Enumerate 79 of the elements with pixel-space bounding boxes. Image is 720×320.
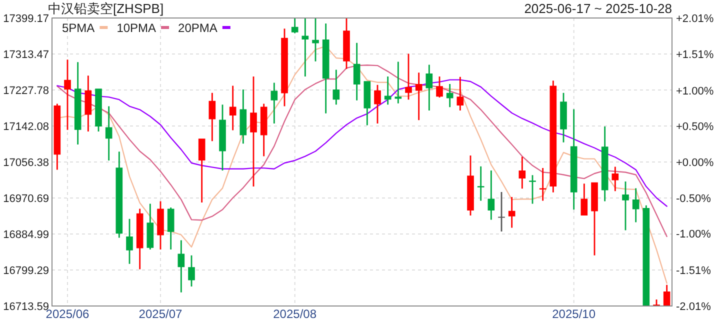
candlestick bbox=[456, 76, 464, 110]
candlestick bbox=[281, 28, 288, 106]
y2-tick-label: +0.00% bbox=[676, 157, 714, 169]
candlestick bbox=[539, 168, 546, 201]
line-series bbox=[56, 79, 668, 207]
y2-tick-label: +0.50% bbox=[676, 121, 714, 134]
candlestick bbox=[136, 208, 144, 270]
candlestick bbox=[394, 62, 402, 104]
candlestick bbox=[384, 76, 392, 105]
candlestick bbox=[518, 156, 526, 189]
y-tick-label: 17313.47 bbox=[3, 49, 49, 61]
y-tick-label: 16799.29 bbox=[3, 265, 49, 277]
candlestick bbox=[415, 72, 422, 120]
candlestick bbox=[229, 86, 236, 130]
y2-tick-label: -1.51% bbox=[676, 265, 712, 278]
y2-tick-label: -2.01% bbox=[676, 301, 712, 313]
candlestick bbox=[374, 84, 381, 124]
candlestick bbox=[208, 92, 216, 142]
candlestick bbox=[188, 255, 195, 287]
candlestick bbox=[219, 104, 226, 171]
candlestick bbox=[343, 18, 350, 69]
candlestick bbox=[74, 62, 82, 145]
candlestick bbox=[322, 24, 330, 114]
candlestick bbox=[126, 218, 133, 264]
legend-label: 10PMA bbox=[116, 21, 156, 35]
candlestick bbox=[105, 106, 112, 160]
y-tick-label: 16884.99 bbox=[3, 229, 49, 241]
candlestick bbox=[260, 104, 268, 156]
y2-tick-label: +1.51% bbox=[676, 48, 714, 61]
legend-label: 20PMA bbox=[178, 21, 218, 35]
candlestick bbox=[270, 82, 278, 124]
y-tick-label: 17399.17 bbox=[3, 13, 49, 25]
candlestick bbox=[436, 76, 443, 98]
candlestick bbox=[612, 166, 619, 192]
y-tick-label: 17056.38 bbox=[3, 157, 49, 169]
candlestick bbox=[642, 205, 650, 306]
candlestick bbox=[291, 18, 298, 34]
candlestick bbox=[198, 138, 206, 202]
candlestick bbox=[364, 81, 371, 126]
candlestick bbox=[426, 64, 433, 110]
candlestick bbox=[550, 80, 557, 192]
y2-tick-label: -1.00% bbox=[676, 228, 712, 241]
legend-label: 5PMA bbox=[62, 21, 95, 35]
y2-tick-label: +1.00% bbox=[676, 85, 714, 98]
candlestick bbox=[467, 155, 474, 216]
candlestick bbox=[632, 188, 640, 222]
candlestick bbox=[157, 201, 164, 250]
chart-subtitle: 2025-06-17 ~ 2025-10-28 bbox=[524, 1, 672, 16]
candlestick bbox=[663, 284, 670, 306]
candlestick bbox=[146, 204, 154, 250]
candlestick bbox=[116, 152, 123, 238]
candlestick bbox=[167, 208, 174, 250]
y2-tick-label: +2.01% bbox=[676, 13, 714, 25]
candlestick bbox=[302, 18, 309, 76]
candlestick bbox=[477, 166, 484, 201]
candlestick bbox=[446, 84, 454, 108]
candlestick bbox=[332, 70, 340, 105]
y-tick-label: 16713.59 bbox=[3, 301, 49, 313]
candlestick bbox=[84, 76, 92, 132]
candlestick bbox=[95, 88, 102, 132]
x-tick-label: 2025/08 bbox=[273, 307, 317, 320]
candlestick bbox=[560, 92, 567, 142]
chart-title: 中汉铅卖空[ZHSPB] bbox=[48, 1, 164, 16]
candlestick bbox=[591, 182, 598, 256]
candlestick bbox=[240, 89, 247, 144]
candlestick bbox=[580, 184, 588, 216]
candlestick bbox=[508, 197, 516, 228]
y-tick-label: 16970.69 bbox=[3, 192, 49, 205]
candlestick bbox=[601, 126, 608, 202]
y2-tick-label: -0.50% bbox=[676, 192, 712, 205]
line-series bbox=[56, 64, 668, 238]
y-tick-label: 17142.08 bbox=[3, 121, 49, 133]
y-tick-label: 17227.78 bbox=[3, 85, 49, 97]
candlestick bbox=[54, 104, 61, 170]
candlestick bbox=[353, 42, 360, 100]
candlestick bbox=[488, 170, 495, 220]
x-tick-label: 2025/10 bbox=[552, 307, 596, 320]
candlestick bbox=[178, 240, 185, 292]
x-tick-label: 2025/07 bbox=[138, 307, 183, 320]
